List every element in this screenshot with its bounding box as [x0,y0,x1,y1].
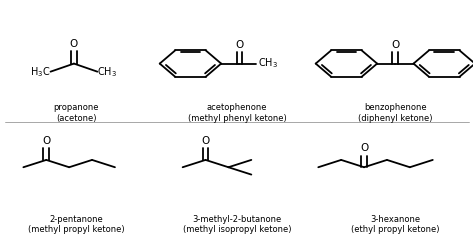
Text: H$_3$C: H$_3$C [30,65,51,79]
Text: CH$_3$: CH$_3$ [257,57,278,71]
Text: 3-methyl-2-butanone
(methyl isopropyl ketone): 3-methyl-2-butanone (methyl isopropyl ke… [183,215,291,234]
Text: O: O [391,40,400,50]
Text: CH$_3$: CH$_3$ [97,65,118,79]
Text: 2-pentanone
(methyl propyl ketone): 2-pentanone (methyl propyl ketone) [28,215,125,234]
Text: O: O [360,143,368,153]
Text: O: O [42,136,50,146]
Text: benzophenone
(diphenyl ketone): benzophenone (diphenyl ketone) [358,103,433,123]
Text: propanone
(acetone): propanone (acetone) [54,103,99,123]
Text: 3-hexanone
(ethyl propyl ketone): 3-hexanone (ethyl propyl ketone) [351,215,439,234]
Text: O: O [70,38,78,49]
Text: acetophenone
(methyl phenyl ketone): acetophenone (methyl phenyl ketone) [188,103,286,123]
Text: O: O [201,136,210,146]
Text: O: O [235,40,244,50]
